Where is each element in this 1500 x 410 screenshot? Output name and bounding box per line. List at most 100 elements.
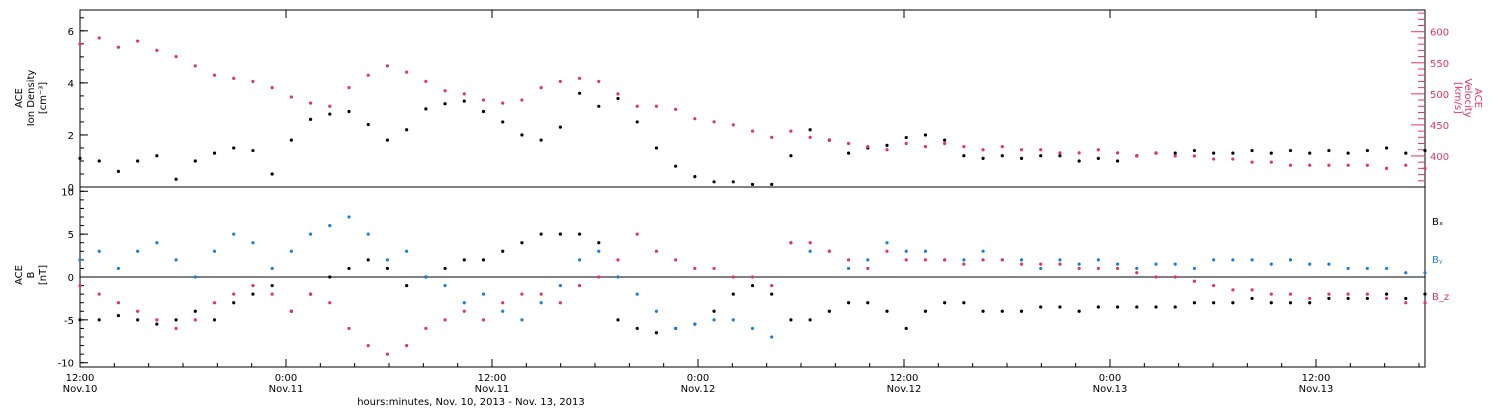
data-point bbox=[1077, 309, 1081, 313]
data-point bbox=[1288, 258, 1293, 262]
data-point bbox=[904, 249, 908, 253]
data-point bbox=[270, 283, 274, 288]
data-point bbox=[328, 275, 332, 279]
data-point bbox=[1039, 154, 1043, 158]
data-point bbox=[674, 164, 678, 168]
data-point bbox=[577, 232, 582, 236]
data-point bbox=[1231, 157, 1235, 161]
data-point bbox=[1058, 262, 1062, 266]
data-point bbox=[1288, 292, 1293, 296]
data-point bbox=[962, 145, 966, 149]
data-point bbox=[1192, 279, 1197, 283]
data-point bbox=[78, 156, 82, 160]
bottom-panel-points bbox=[78, 215, 1427, 356]
data-point bbox=[1365, 292, 1369, 296]
data-point bbox=[616, 318, 620, 322]
data-point bbox=[539, 86, 543, 90]
data-point bbox=[1192, 266, 1197, 271]
data-point bbox=[193, 275, 197, 279]
data-point bbox=[1115, 151, 1120, 155]
data-point bbox=[155, 48, 159, 52]
velocity-ylabel-line-1: ACE bbox=[1472, 88, 1483, 108]
x-tick-time: 12:00 bbox=[890, 373, 919, 384]
data-point bbox=[212, 73, 217, 77]
velocity-ylabel-line-3: [km/s] bbox=[1452, 82, 1463, 114]
data-point bbox=[520, 292, 524, 296]
density-ylabel-line-2: Ion Density bbox=[26, 70, 37, 127]
data-point bbox=[635, 326, 639, 331]
data-point bbox=[232, 76, 236, 80]
data-point bbox=[1365, 163, 1369, 167]
data-point bbox=[1288, 163, 1293, 167]
data-point bbox=[866, 145, 870, 149]
data-point bbox=[1365, 266, 1369, 271]
data-point bbox=[789, 129, 793, 133]
data-point bbox=[520, 241, 524, 245]
data-point bbox=[136, 39, 140, 43]
data-point bbox=[1346, 296, 1350, 301]
top-panel-ticks: 0 2 4 6 400 450 500 550 600 bbox=[68, 12, 1449, 194]
density-tick-label: 6 bbox=[68, 27, 74, 38]
data-point bbox=[1000, 258, 1004, 262]
x-tick-date: Nov.12 bbox=[681, 384, 716, 395]
data-point bbox=[347, 266, 351, 271]
data-point bbox=[962, 262, 966, 266]
data-point bbox=[981, 258, 985, 262]
data-point bbox=[943, 301, 947, 305]
data-point bbox=[943, 138, 947, 142]
data-point bbox=[347, 109, 351, 114]
data-point bbox=[443, 89, 447, 93]
data-point bbox=[481, 318, 486, 322]
data-point bbox=[174, 318, 178, 322]
data-point bbox=[366, 232, 370, 236]
data-point bbox=[1154, 275, 1158, 279]
data-point bbox=[366, 122, 370, 127]
data-point bbox=[770, 335, 774, 339]
field-tick-label: -5 bbox=[64, 316, 74, 327]
data-point bbox=[78, 318, 82, 322]
x-tick-time: 12:00 bbox=[66, 373, 95, 384]
data-point bbox=[539, 138, 543, 142]
field-ylabel-line-1: ACE bbox=[14, 265, 25, 285]
data-point bbox=[366, 343, 370, 348]
data-point bbox=[232, 301, 236, 305]
data-point bbox=[770, 292, 774, 296]
data-point bbox=[385, 258, 390, 262]
data-point bbox=[443, 102, 447, 106]
data-point bbox=[1404, 163, 1408, 167]
x-tick-date: Nov.13 bbox=[1093, 384, 1128, 395]
velocity-tick-label: 550 bbox=[1430, 59, 1449, 70]
data-point bbox=[78, 258, 82, 262]
data-point bbox=[616, 258, 620, 262]
data-point bbox=[616, 275, 620, 279]
data-point bbox=[712, 120, 716, 124]
data-point bbox=[1135, 154, 1139, 158]
data-point bbox=[923, 145, 928, 149]
data-point bbox=[577, 76, 582, 80]
data-point bbox=[155, 318, 159, 322]
data-point bbox=[1115, 266, 1120, 271]
data-point bbox=[520, 98, 524, 102]
x-axis-label: hours:minutes, Nov. 10, 2013 - Nov. 13, … bbox=[357, 397, 585, 408]
data-point bbox=[251, 241, 255, 245]
data-point bbox=[462, 258, 466, 262]
data-point bbox=[654, 104, 659, 108]
field-ylabel-line-2: B bbox=[26, 271, 37, 278]
data-point bbox=[1346, 151, 1350, 155]
data-point bbox=[654, 146, 659, 150]
data-point bbox=[193, 318, 197, 322]
data-point bbox=[308, 101, 313, 105]
density-ylabel-line-3: [cm⁻³] bbox=[38, 82, 49, 114]
field-tick-label: 5 bbox=[68, 230, 74, 241]
x-tick-date: Nov.13 bbox=[1299, 384, 1334, 395]
data-point bbox=[270, 172, 274, 176]
data-point bbox=[597, 79, 601, 84]
data-point bbox=[846, 266, 851, 271]
data-point bbox=[405, 283, 409, 288]
data-point bbox=[1327, 262, 1331, 266]
data-point bbox=[155, 154, 159, 158]
data-point bbox=[558, 283, 562, 288]
data-point bbox=[155, 241, 159, 245]
data-point bbox=[1173, 275, 1177, 279]
data-point bbox=[1346, 163, 1350, 167]
